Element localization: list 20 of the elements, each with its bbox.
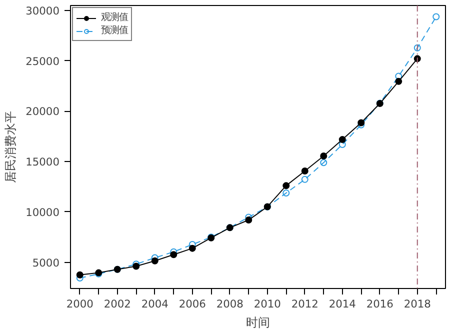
x-tick-label: 2008	[216, 298, 244, 310]
x-tick-label: 2004	[141, 298, 169, 310]
y-tick-label: 20000	[26, 105, 60, 118]
x-tick-label: 2000	[66, 298, 94, 310]
y-axis-title: 居民消费水平	[4, 111, 18, 183]
legend-label: 观测值	[101, 11, 128, 24]
x-axis-title: 时间	[246, 316, 270, 330]
x-tick-label: 2012	[291, 298, 318, 310]
y-tick-label: 30000	[26, 4, 60, 18]
y-tick-label: 25000	[26, 54, 60, 68]
x-tick-label: 2010	[254, 298, 282, 310]
x-tick-label: 2018	[404, 298, 432, 310]
x-tick-label: 2006	[178, 298, 206, 310]
legend-label: 预测值	[101, 24, 128, 37]
x-tick-label: 2002	[104, 298, 131, 310]
x-tick-label: 2014	[328, 298, 356, 310]
y-tick-label: 5000	[32, 256, 60, 270]
y-tick-label: 10000	[26, 206, 60, 219]
x-tick-label: 2016	[366, 298, 394, 310]
y-tick-label: 15000	[26, 156, 60, 169]
